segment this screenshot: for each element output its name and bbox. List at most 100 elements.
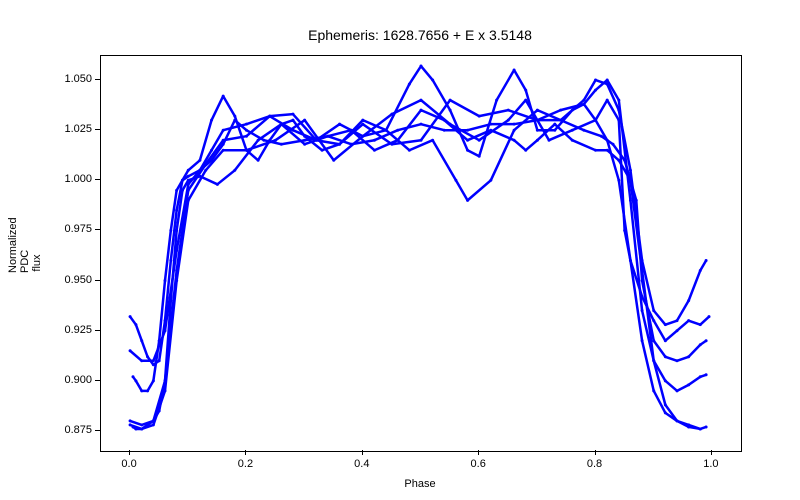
data-marker: [134, 379, 137, 382]
data-marker: [699, 427, 702, 430]
data-marker: [553, 129, 556, 132]
data-marker: [676, 319, 679, 322]
data-marker: [617, 99, 620, 102]
data-marker: [664, 339, 667, 342]
data-marker: [664, 355, 667, 358]
data-marker: [478, 155, 481, 158]
data-marker: [676, 329, 679, 332]
data-marker: [338, 143, 341, 146]
data-marker: [321, 149, 324, 152]
data-marker: [361, 123, 364, 126]
data-marker: [606, 149, 609, 152]
data-marker: [664, 403, 667, 406]
data-marker: [513, 139, 516, 142]
data-marker: [373, 139, 376, 142]
data-marker: [187, 199, 190, 202]
data-marker: [175, 189, 178, 192]
y-tick-mark: [95, 129, 100, 130]
data-marker: [175, 209, 178, 212]
data-marker: [676, 419, 679, 422]
data-marker: [524, 89, 527, 92]
data-marker: [641, 279, 644, 282]
data-marker: [652, 389, 655, 392]
data-marker: [454, 179, 457, 182]
data-marker: [594, 79, 597, 82]
data-marker: [652, 319, 655, 322]
data-marker: [617, 159, 620, 162]
data-marker: [292, 113, 295, 116]
data-marker: [548, 139, 551, 142]
data-marker: [420, 123, 423, 126]
data-marker: [507, 109, 510, 112]
data-marker: [187, 175, 190, 178]
data-marker: [164, 329, 167, 332]
data-marker: [489, 123, 492, 126]
data-marker: [617, 179, 620, 182]
data-marker: [664, 379, 667, 382]
data-marker: [169, 259, 172, 262]
plot-area: [100, 55, 742, 452]
data-marker: [420, 109, 423, 112]
data-marker: [687, 319, 690, 322]
data-marker: [705, 259, 708, 262]
x-tick-label: 0.4: [354, 458, 369, 470]
x-tick-mark: [245, 450, 246, 455]
data-marker: [132, 375, 135, 378]
x-tick-label: 0.8: [587, 458, 602, 470]
y-tick-mark: [95, 179, 100, 180]
data-marker: [408, 149, 411, 152]
data-marker: [303, 139, 306, 142]
data-marker: [390, 143, 393, 146]
data-marker: [559, 119, 562, 122]
data-marker: [431, 139, 434, 142]
data-marker: [204, 163, 207, 166]
data-marker: [466, 139, 469, 142]
data-marker: [513, 69, 516, 72]
data-marker: [582, 103, 585, 106]
x-tick-mark: [129, 450, 130, 455]
data-marker: [245, 149, 248, 152]
x-tick-label: 1.0: [703, 458, 718, 470]
data-marker: [676, 389, 679, 392]
data-marker: [303, 143, 306, 146]
data-marker: [134, 323, 137, 326]
data-marker: [600, 135, 603, 138]
data-marker: [164, 389, 167, 392]
data-marker: [652, 359, 655, 362]
data-marker: [210, 149, 213, 152]
data-marker: [420, 99, 423, 102]
chart-title: Ephemeris: 1628.7656 + E x 3.5148: [100, 27, 740, 43]
data-marker: [332, 159, 335, 162]
data-marker: [507, 119, 510, 122]
y-tick-mark: [95, 229, 100, 230]
data-marker: [571, 129, 574, 132]
data-marker: [582, 99, 585, 102]
data-marker: [705, 425, 708, 428]
data-marker: [140, 423, 143, 426]
data-marker: [664, 411, 667, 414]
data-marker: [705, 373, 708, 376]
x-tick-label: 0.0: [121, 458, 136, 470]
data-marker: [146, 389, 149, 392]
data-marker: [489, 179, 492, 182]
data-marker: [175, 249, 178, 252]
data-marker: [233, 115, 236, 118]
data-marker: [420, 65, 423, 68]
data-marker: [129, 419, 132, 422]
data-marker: [169, 229, 172, 232]
data-marker: [553, 123, 556, 126]
x-tick-mark: [478, 450, 479, 455]
data-marker: [187, 189, 190, 192]
data-marker: [513, 129, 516, 132]
data-marker: [361, 135, 364, 138]
data-marker: [152, 379, 155, 382]
data-marker: [408, 83, 411, 86]
data-marker: [222, 139, 225, 142]
data-marker: [385, 129, 388, 132]
data-marker: [594, 89, 597, 92]
data-marker: [629, 169, 632, 172]
data-marker: [687, 355, 690, 358]
data-marker: [210, 119, 213, 122]
data-marker: [571, 139, 574, 142]
y-tick-label: 0.950: [52, 274, 92, 286]
